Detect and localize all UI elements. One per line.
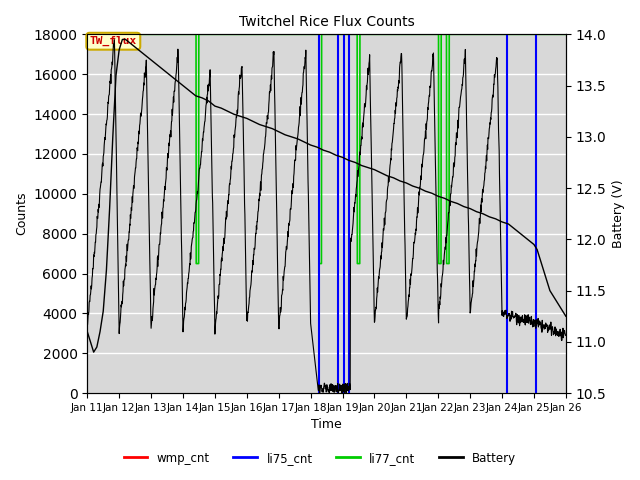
Title: Twitchel Rice Flux Counts: Twitchel Rice Flux Counts bbox=[239, 15, 415, 29]
Legend: wmp_cnt, li75_cnt, li77_cnt, Battery: wmp_cnt, li75_cnt, li77_cnt, Battery bbox=[119, 447, 521, 469]
X-axis label: Time: Time bbox=[311, 419, 342, 432]
Text: TW_flux: TW_flux bbox=[90, 36, 137, 47]
Y-axis label: Battery (V): Battery (V) bbox=[612, 180, 625, 248]
Y-axis label: Counts: Counts bbox=[15, 192, 28, 236]
